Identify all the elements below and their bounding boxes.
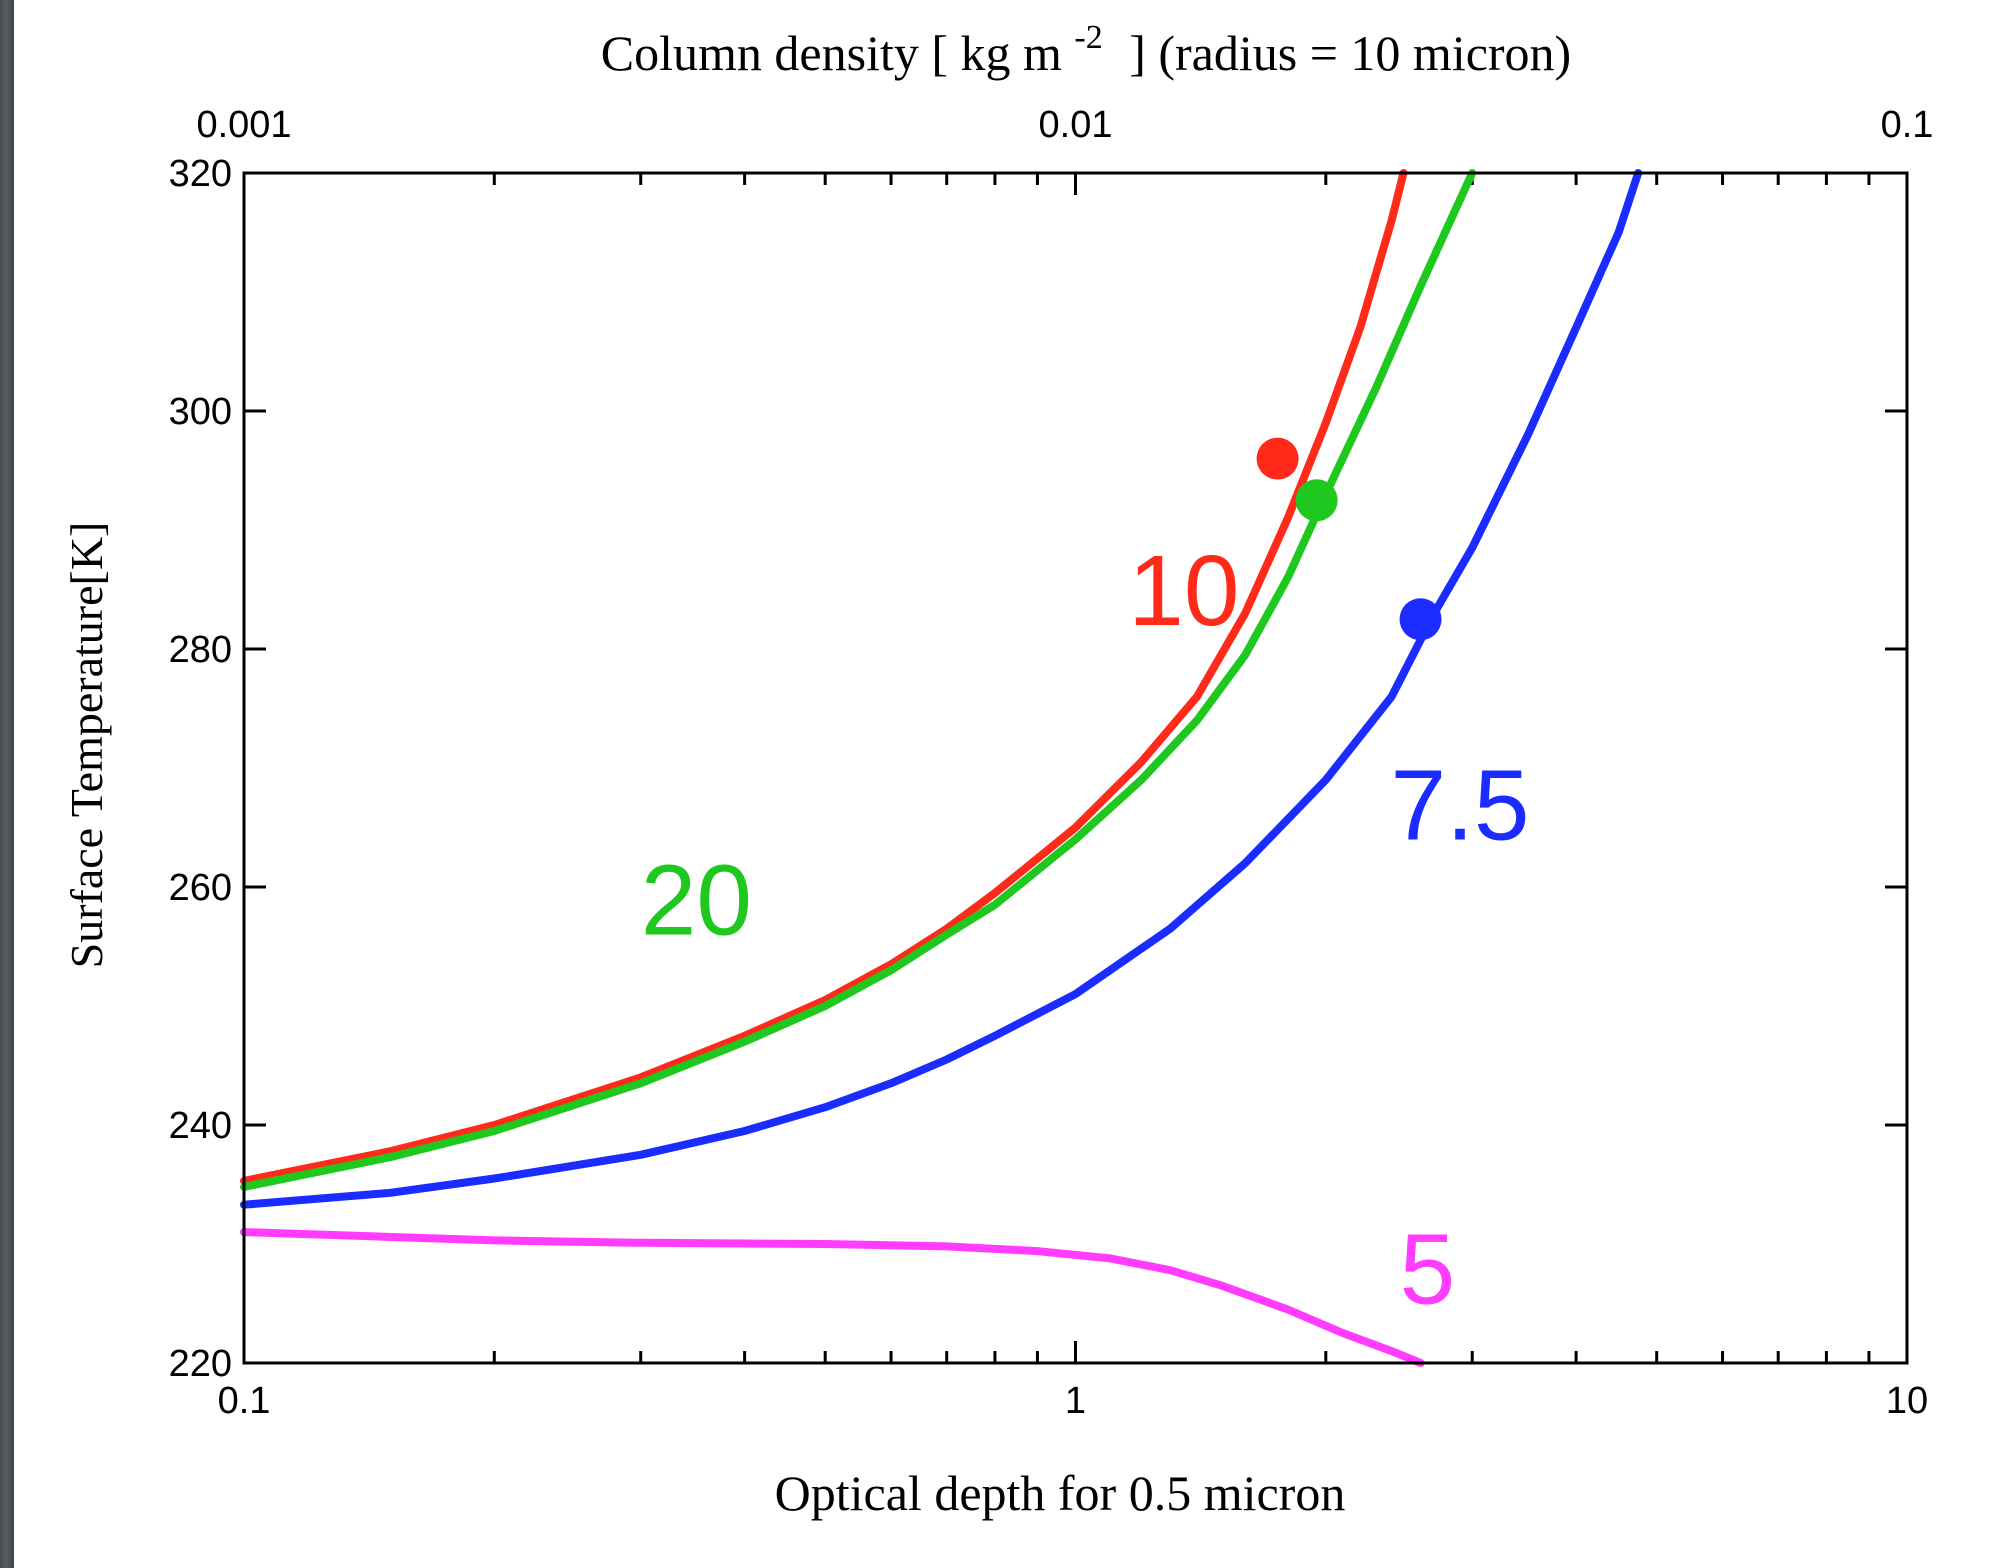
x-axis-title: Optical depth for 0.5 micron bbox=[775, 1465, 1346, 1521]
series-marker-2 bbox=[1399, 598, 1442, 641]
top-x-tick-label: 0.1 bbox=[1881, 104, 1934, 146]
top-axis-title-prefix: Column density [ kg m bbox=[601, 25, 1062, 81]
top-x-tick-label: 0.001 bbox=[196, 104, 291, 146]
y-tick-label: 280 bbox=[169, 629, 232, 671]
y-tick-label: 220 bbox=[169, 1343, 232, 1385]
top-axis-title: Column density [ kg m -2 ] (radius = 10 … bbox=[601, 3, 1571, 81]
series-label-2: 7.5 bbox=[1390, 749, 1529, 861]
series-line-0 bbox=[240, 169, 1408, 1185]
y-tick-label: 300 bbox=[169, 391, 232, 433]
top-axis-title-suffix: ] (radius = 10 micron) bbox=[1129, 25, 1571, 81]
series-label-0: 10 bbox=[1128, 535, 1239, 647]
x-tick-label: 0.1 bbox=[218, 1380, 271, 1422]
series-marker-1 bbox=[1295, 479, 1338, 522]
series-marker-0 bbox=[1256, 437, 1299, 480]
slide-background: Column density [ kg m -2 ] (radius = 10 … bbox=[14, 0, 1999, 1568]
plot-frame bbox=[242, 171, 1909, 1365]
x-tick-label: 1 bbox=[1065, 1380, 1086, 1422]
y-axis-title: Surface Temperature[K] bbox=[61, 522, 112, 969]
series-line-3 bbox=[240, 1228, 1425, 1367]
series-label-3: 5 bbox=[1400, 1214, 1456, 1326]
top-x-tick-label: 0.01 bbox=[1039, 104, 1113, 146]
y-tick-label: 240 bbox=[169, 1105, 232, 1147]
top-axis-title-exp: -2 bbox=[1074, 19, 1102, 56]
x-tick-label: 10 bbox=[1886, 1380, 1928, 1422]
chart: Column density [ kg m -2 ] (radius = 10 … bbox=[61, 3, 1934, 1521]
series-line-2 bbox=[240, 169, 1643, 1209]
y-tick-label: 260 bbox=[169, 867, 232, 909]
series-label-1: 20 bbox=[641, 845, 752, 957]
y-tick-label: 320 bbox=[169, 153, 232, 195]
series-line-1 bbox=[240, 169, 1477, 1191]
